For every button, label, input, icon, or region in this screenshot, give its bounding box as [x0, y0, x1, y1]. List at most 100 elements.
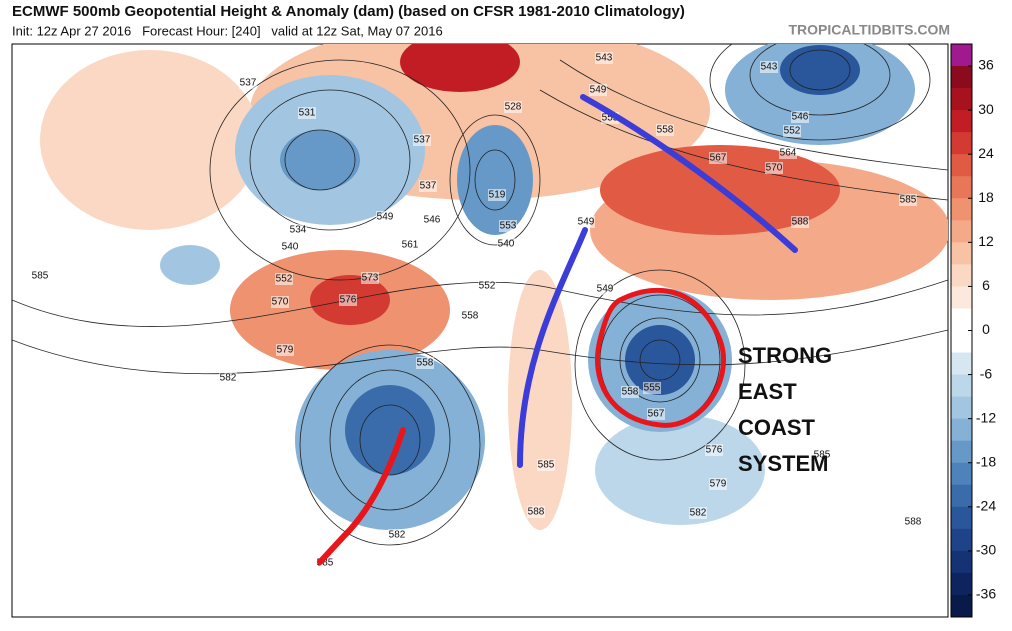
colorbar-segment [951, 44, 972, 67]
colorbar-label: 36 [978, 57, 994, 73]
colorbar-segment [951, 572, 972, 596]
colorbar-segment [951, 308, 972, 331]
contour-label: 588 [905, 517, 922, 528]
label-backing [461, 310, 479, 322]
annotation-line: STRONG [738, 343, 832, 368]
label-backing [361, 272, 379, 284]
contour-label: 537 [414, 135, 431, 146]
colorbar-segment [951, 66, 972, 89]
colorbar-segment [951, 374, 972, 398]
annotation-line: COAST [738, 415, 816, 440]
label-backing [709, 152, 727, 164]
contour-label: 558 [657, 125, 674, 136]
colorbar-segment [951, 88, 972, 111]
label-backing [298, 107, 316, 119]
colorbar-label: -12 [976, 409, 996, 425]
colorbar-segment [951, 110, 972, 133]
contour-label: 567 [648, 409, 665, 420]
label-backing [271, 296, 289, 308]
contour-label: 540 [282, 242, 299, 253]
contour-label: 582 [389, 530, 406, 541]
colorbar-segment [951, 176, 972, 199]
label-backing [423, 214, 441, 226]
contour-label: 576 [706, 445, 723, 456]
contour-label: 588 [792, 217, 809, 228]
label-backing [488, 189, 506, 201]
colorbar-label: 30 [978, 101, 994, 117]
contour-label: 579 [277, 345, 294, 356]
label-backing [899, 194, 917, 206]
contour-label: 552 [784, 126, 801, 137]
contour-label: 585 [538, 460, 555, 471]
contour-label: 585 [317, 558, 334, 569]
label-backing [281, 241, 299, 253]
colorbar-segment [951, 528, 972, 552]
label-backing [276, 344, 294, 356]
contour-label: 549 [597, 284, 614, 295]
colorbar-segment [951, 220, 972, 243]
label-backing [537, 459, 555, 471]
contour-label: 549 [377, 212, 394, 223]
label-backing [813, 449, 831, 461]
colorbar-segment [951, 440, 972, 464]
contour-label: 588 [528, 507, 545, 518]
label-backing [647, 408, 665, 420]
contour-label: 570 [766, 163, 783, 174]
label-backing [339, 294, 357, 306]
colorbar-label: 12 [978, 233, 994, 249]
label-backing [219, 372, 237, 384]
contour-label: 570 [272, 297, 289, 308]
contour-label: 558 [417, 358, 434, 369]
contour-label: 558 [462, 311, 479, 322]
label-backing [413, 134, 431, 146]
label-backing [239, 77, 257, 89]
map: 585 537 531 537 537 534 540 552 570 576 573 579 582 5… [11, 43, 949, 618]
colorbar-segment [951, 484, 972, 508]
label-backing [760, 61, 778, 73]
colorbar-segment [951, 550, 972, 574]
colorbar-segment [951, 462, 972, 486]
contour-label: 555 [644, 383, 661, 394]
contour-label: 579 [710, 479, 727, 490]
label-backing [478, 280, 496, 292]
contour-label: 537 [240, 78, 257, 89]
label-backing [705, 444, 723, 456]
colorbar-segment [951, 154, 972, 177]
label-backing [416, 357, 434, 369]
contour-label: 552 [276, 274, 293, 285]
contour-labels: 585 537 531 537 537 534 540 552 570 576 573 579 582 5… [31, 52, 922, 569]
colorbar-segment [951, 418, 972, 442]
contour-label: 531 [299, 108, 316, 119]
colorbar-segment [951, 286, 972, 309]
label-backing [499, 220, 517, 232]
label-backing [791, 111, 809, 123]
annotation-line: EAST [738, 379, 797, 404]
ridge-line [580, 94, 798, 253]
label-backing [577, 216, 595, 228]
contour-label: 537 [420, 181, 437, 192]
contour-label: 564 [780, 148, 797, 159]
label-backing [376, 211, 394, 223]
colorbar: 36 30 24 18 12 6 0 -6 -12 -18 -24 -30 -36 [950, 43, 996, 618]
label-backing [904, 516, 922, 528]
label-backing [275, 273, 293, 285]
colorbar-segment [951, 506, 972, 530]
colorbar-segment [951, 242, 972, 265]
annotation-line: SYSTEM [738, 451, 828, 476]
label-backing [595, 52, 613, 64]
contour-label: 519 [489, 190, 506, 201]
contour-label: 567 [710, 153, 727, 164]
colorbar-segment [951, 264, 972, 287]
colorbar-segment [951, 132, 972, 155]
colorbar-segment [951, 198, 972, 221]
colorbar-label: 18 [978, 189, 994, 205]
colorbar-label: 24 [978, 145, 994, 161]
label-backing [497, 238, 515, 250]
colorbar-label: -36 [976, 586, 996, 602]
contour-label: 582 [690, 508, 707, 519]
contour-label: 549 [578, 217, 595, 228]
label-backing [783, 125, 801, 137]
storm-circle [595, 287, 727, 428]
label-backing [504, 101, 522, 113]
